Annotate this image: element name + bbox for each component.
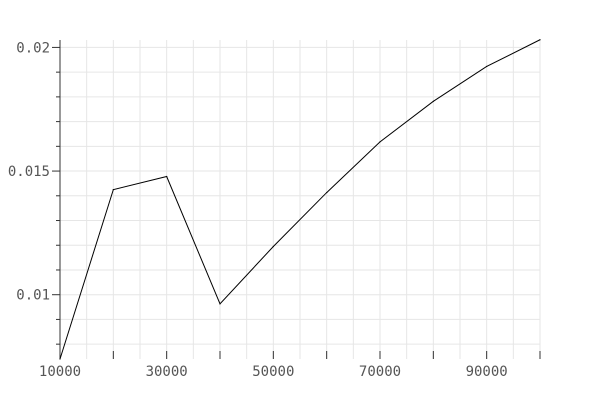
y-tick-label: 0.015 (8, 164, 50, 180)
y-tick-label: 0.02 (16, 40, 50, 56)
data-point (272, 245, 274, 248)
x-tick-label: 10000 (39, 364, 81, 380)
data-point (219, 303, 221, 305)
y-tick-label: 0.01 (16, 288, 50, 304)
x-tick-label: 30000 (146, 364, 188, 380)
tick-labels: 0.01 0.015 0.02 10000 30000 50000 70000 90000 (8, 40, 508, 380)
tick-marks (52, 46, 541, 359)
x-tick-label: 70000 (359, 364, 401, 380)
data-point (432, 100, 434, 102)
data-point (326, 191, 328, 194)
grid (60, 40, 541, 359)
data-point (539, 39, 541, 41)
data-point (486, 65, 488, 68)
x-tick-label: 50000 (252, 364, 294, 380)
data-point (59, 358, 61, 360)
x-tick-label: 90000 (466, 364, 508, 380)
data-point (112, 189, 114, 191)
series-line (59, 39, 541, 360)
series (59, 39, 541, 360)
data-point (166, 175, 168, 178)
data-point (379, 141, 381, 143)
